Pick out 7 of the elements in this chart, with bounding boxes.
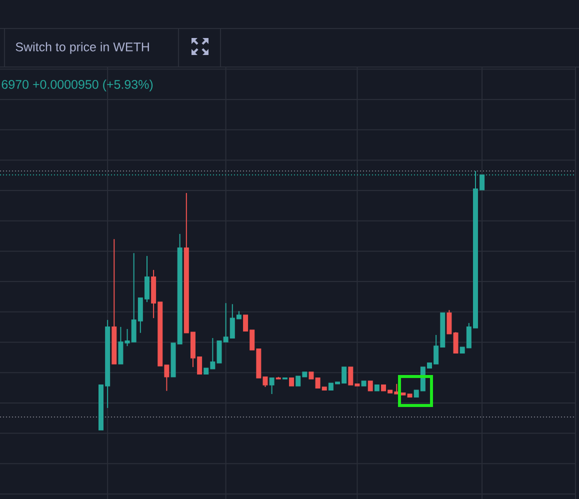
text: 6970 +0.0000950 (+5.93%) bbox=[2, 80, 153, 92]
candlestick bbox=[118, 326, 124, 364]
candlestick bbox=[368, 380, 373, 392]
candlestick bbox=[446, 310, 452, 334]
candlestick bbox=[269, 377, 274, 394]
candlestick bbox=[453, 332, 458, 354]
text: Switch to price in WETH bbox=[16, 42, 149, 54]
